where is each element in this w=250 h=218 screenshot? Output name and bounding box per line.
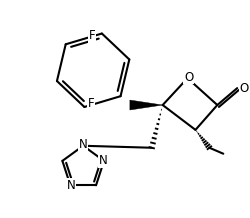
Text: F: F [88, 97, 95, 111]
Text: O: O [184, 71, 193, 84]
Text: F: F [89, 29, 95, 42]
Text: N: N [67, 179, 76, 192]
Text: N: N [98, 154, 107, 167]
Polygon shape [130, 100, 163, 110]
Text: O: O [240, 82, 249, 95]
Text: N: N [79, 138, 88, 151]
